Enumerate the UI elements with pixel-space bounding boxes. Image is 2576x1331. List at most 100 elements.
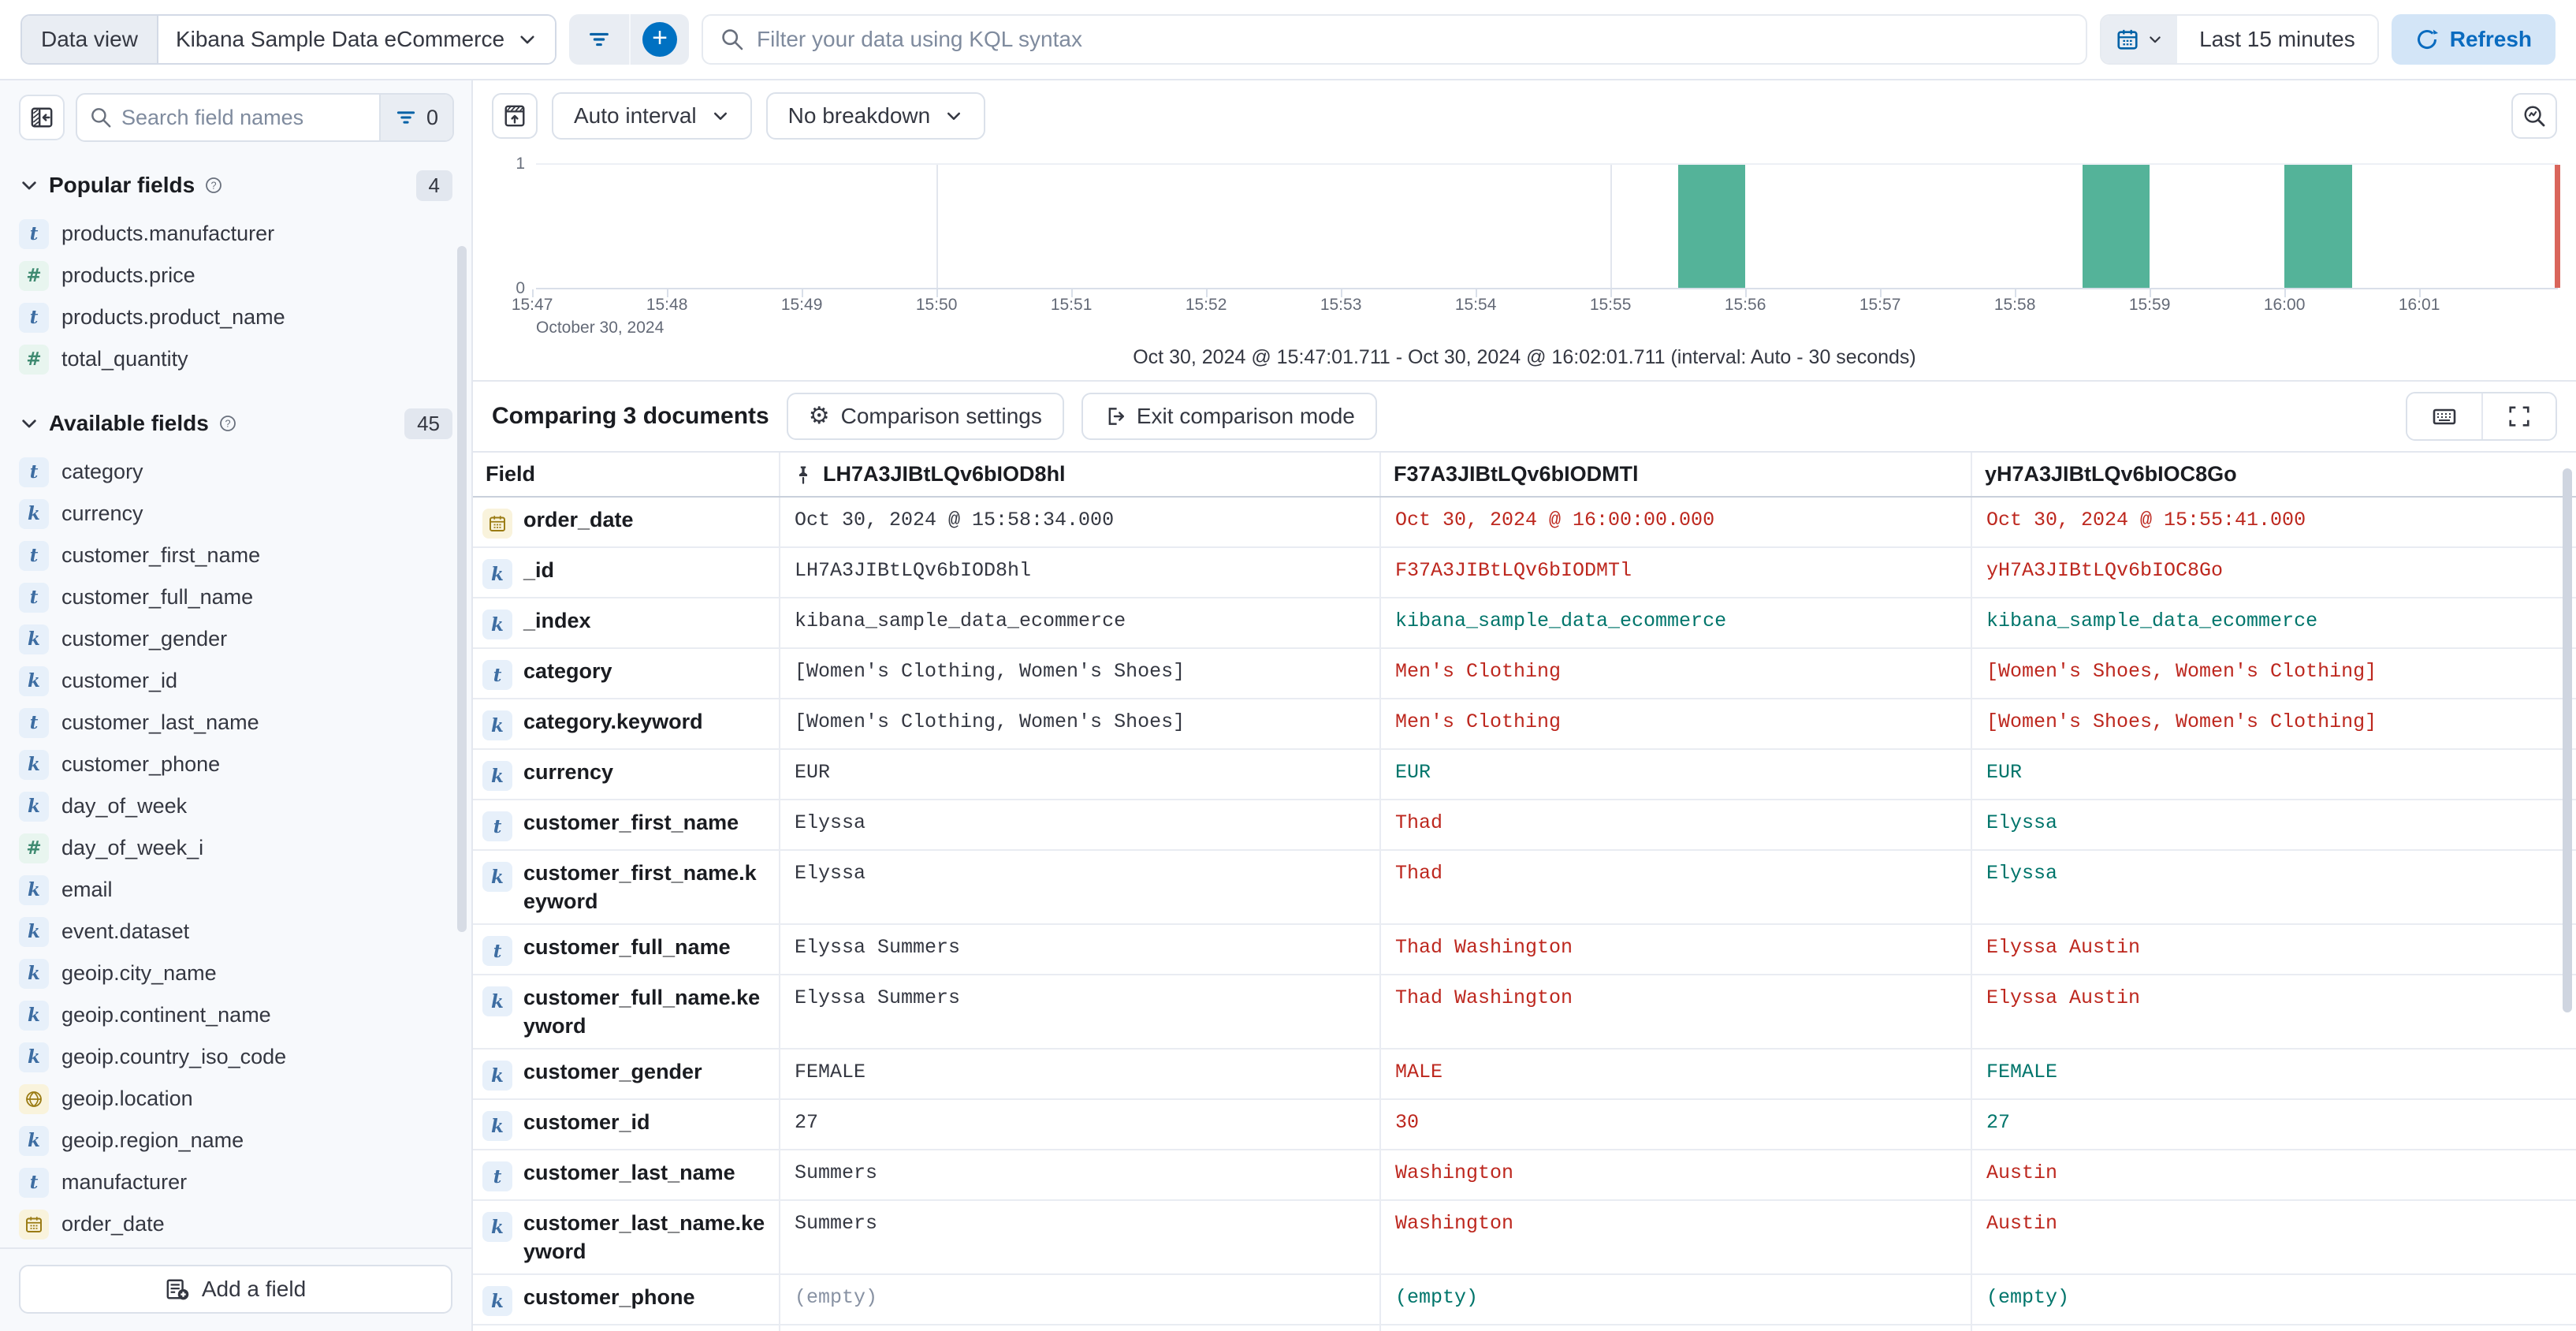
data-view-picker[interactable]: Data view Kibana Sample Data eCommerce <box>20 14 557 65</box>
value-cell: Summers <box>780 1150 1381 1199</box>
x-axis-tick-mark <box>2015 289 2017 297</box>
comparison-title: Comparing 3 documents <box>492 403 769 429</box>
date-field-icon <box>482 509 512 539</box>
sidebar-field-geoip.location[interactable]: geoip.location <box>19 1078 452 1120</box>
value-cell: [Women's Shoes, Women's Clothing] <box>1986 710 2377 733</box>
chevron-down-icon <box>517 29 538 50</box>
time-range-value[interactable]: Last 15 minutes <box>2177 16 2377 63</box>
keyboard-shortcuts-button[interactable] <box>2407 393 2481 439</box>
fullscreen-button[interactable] <box>2481 393 2556 439</box>
keyword-field-icon: k <box>482 761 512 791</box>
text-field-icon: t <box>19 582 49 613</box>
sidebar-field-customer_full_name[interactable]: t customer_full_name <box>19 576 452 618</box>
sidebar-field-products.manufacturer[interactable]: t products.manufacturer <box>19 213 452 255</box>
breakdown-dropdown[interactable]: No breakdown <box>765 92 986 140</box>
data-view-value[interactable]: Kibana Sample Data eCommerce <box>158 16 556 63</box>
text-field-icon: t <box>19 1167 49 1198</box>
chart-plot-area[interactable] <box>536 163 2560 289</box>
exit-comparison-button[interactable]: Exit comparison mode <box>1081 393 1377 440</box>
interval-dropdown[interactable]: Auto interval <box>552 92 752 140</box>
breakdown-label: No breakdown <box>787 103 931 128</box>
sidebar-field-customer_id[interactable]: k customer_id <box>19 660 452 702</box>
hide-chart-button[interactable] <box>492 93 538 139</box>
sidebar-field-customer_first_name[interactable]: t customer_first_name <box>19 535 452 576</box>
sidebar-field-currency[interactable]: k currency <box>19 493 452 535</box>
sidebar-field-products.price[interactable]: # products.price <box>19 255 452 296</box>
field-name-label: category.keyword <box>523 710 703 733</box>
number-field-icon: # <box>19 833 49 863</box>
value-cell: Oct 30, 2024 @ 16:00:00.000 <box>1381 498 1972 546</box>
sidebar-field-geoip.continent_name[interactable]: k geoip.continent_name <box>19 994 452 1036</box>
sidebar-field-category[interactable]: t category <box>19 451 452 493</box>
doc-id-1: LH7A3JIBtLQv6bIOD8hl <box>823 462 1066 486</box>
x-axis-tick-label: 15:51 <box>1050 296 1093 314</box>
value-cell: LH7A3JIBtLQv6bIOD8hl <box>780 548 1381 597</box>
chart-gridline <box>1610 165 1613 288</box>
sidebar-field-geoip.country_iso_code[interactable]: k geoip.country_iso_code <box>19 1036 452 1078</box>
kql-search-bar[interactable] <box>702 14 2088 65</box>
sidebar-field-day_of_week[interactable]: k day_of_week <box>19 785 452 827</box>
text-field-icon: t <box>482 811 512 841</box>
field-cell: k customer_first_name.keyword <box>473 851 780 923</box>
field-filter-button[interactable]: 0 <box>378 95 452 140</box>
field-search-input[interactable] <box>121 105 379 130</box>
available-fields-header[interactable]: Available fields ? 45 <box>19 401 452 446</box>
comparison-settings-button[interactable]: ⚙ Comparison settings <box>786 393 1064 440</box>
collapse-sidebar-button[interactable] <box>19 95 65 140</box>
histogram-bar[interactable] <box>2284 165 2352 288</box>
calendar-menu-button[interactable] <box>2101 16 2178 63</box>
sidebar-field-products.product_name[interactable]: t products.product_name <box>19 296 452 338</box>
sidebar-field-customer_phone[interactable]: k customer_phone <box>19 744 452 785</box>
value-cell: (empty) <box>1986 1286 2070 1309</box>
sidebar-field-event.dataset[interactable]: k event.dataset <box>19 911 452 953</box>
histogram-bar[interactable] <box>1677 165 1746 288</box>
x-axis-tick-label: 15:56 <box>1724 296 1766 314</box>
popular-fields-header[interactable]: Popular fields ? 4 <box>19 162 452 208</box>
value-cell: F37A3JIBtLQv6bIODMTl <box>1381 548 1972 597</box>
sidebar-field-total_quantity[interactable]: # total_quantity <box>19 338 452 380</box>
value-cell: (empty) <box>780 1275 1381 1324</box>
value-cell: EUR <box>1381 750 1972 799</box>
sidebar-scrollbar[interactable] <box>457 246 467 932</box>
keyword-field-icon: k <box>19 624 49 654</box>
x-axis-tick-label: 15:50 <box>915 296 958 314</box>
keyword-field-icon: k <box>19 916 49 947</box>
sidebar-field-geoip.region_name[interactable]: k geoip.region_name <box>19 1120 452 1161</box>
field-search[interactable]: 0 <box>76 93 454 142</box>
number-field-icon: # <box>19 260 49 291</box>
query-filter-controls: + <box>569 14 690 65</box>
histogram-bar[interactable] <box>2082 165 2150 288</box>
edit-visualization-button[interactable] <box>2511 93 2557 139</box>
sidebar-field-manufacturer[interactable]: t manufacturer <box>19 1161 452 1203</box>
sidebar-field-email[interactable]: k email <box>19 869 452 911</box>
table-row-customer_first_name: t customer_first_name Elyssa Thad Elyssa <box>473 800 2576 851</box>
filter-icon <box>587 28 611 51</box>
value-cell: 30 <box>1381 1100 1972 1149</box>
pin-icon[interactable] <box>793 464 813 485</box>
value-cell: Thad <box>1381 800 1972 849</box>
value-cell: Men's Clothing <box>1381 649 1972 698</box>
sidebar-field-customer_gender[interactable]: k customer_gender <box>19 618 452 660</box>
x-axis-tick-mark <box>1610 289 1613 297</box>
table-scrollbar[interactable] <box>2563 468 2572 1012</box>
comparison-table-header: Field LH7A3JIBtLQv6bIOD8hl F37A3JIBtLQv6… <box>473 453 2576 498</box>
add-field-button[interactable]: Add a field <box>19 1265 452 1314</box>
field-name-label: order_date <box>523 508 634 531</box>
main-panel: Auto interval No breakdown 1 0 <box>473 80 2576 1331</box>
add-filter-button[interactable]: + <box>629 14 689 65</box>
value-cell: Wednesday <box>780 1325 1381 1331</box>
field-name-label: manufacturer <box>61 1170 188 1194</box>
refresh-button[interactable]: Refresh <box>2391 14 2556 65</box>
x-axis-tick-mark <box>1880 289 1882 297</box>
filter-button[interactable] <box>569 14 629 65</box>
sidebar-field-day_of_week_i[interactable]: # day_of_week_i <box>19 827 452 869</box>
table-row-currency: k currency EUR EUR EUR <box>473 750 2576 800</box>
y-axis-tick-max: 1 <box>516 155 525 173</box>
kql-search-input[interactable] <box>757 27 2069 52</box>
sidebar-field-geoip.city_name[interactable]: k geoip.city_name <box>19 953 452 994</box>
field-name-label: _id <box>523 558 555 582</box>
help-icon: ? <box>204 176 223 195</box>
sidebar-field-order_date[interactable]: order_date <box>19 1203 452 1245</box>
sidebar-field-customer_last_name[interactable]: t customer_last_name <box>19 702 452 744</box>
app-body: 0 Popular fields ? 4 t products.manufactu… <box>0 80 2576 1331</box>
